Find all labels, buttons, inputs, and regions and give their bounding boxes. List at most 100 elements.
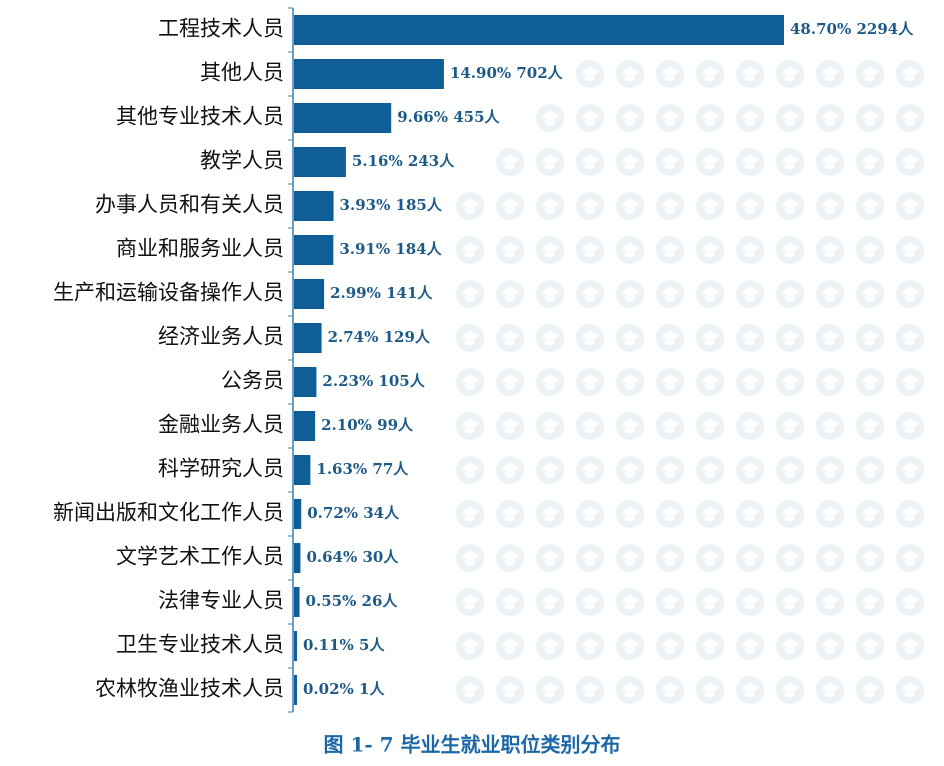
icon-cap — [621, 375, 639, 390]
cap-icon — [896, 368, 924, 396]
value-label: 0.72% 34人 — [307, 504, 400, 522]
cap-icon — [696, 192, 724, 220]
cap-icon — [616, 456, 644, 484]
icon-cap — [861, 375, 879, 390]
cap-icon — [696, 456, 724, 484]
icon-cap — [741, 243, 759, 258]
cap-icon — [496, 368, 524, 396]
icon-cap — [821, 111, 839, 126]
value-label: 14.90% 702人 — [450, 64, 564, 82]
cap-icon — [856, 588, 884, 616]
cap-icon — [696, 588, 724, 616]
icon-cap — [741, 67, 759, 82]
icon-cap — [781, 595, 799, 610]
cap-icon — [896, 632, 924, 660]
cap-icon — [456, 236, 484, 264]
icon-cap — [541, 331, 559, 346]
chart-caption: 图 1- 7 毕业生就业职位类别分布 — [323, 733, 620, 757]
cap-icon — [696, 368, 724, 396]
icon-cap — [581, 155, 599, 170]
icon-cap — [501, 463, 519, 478]
icon-cap — [501, 287, 519, 302]
icon-cap — [701, 155, 719, 170]
cap-icon — [776, 544, 804, 572]
cap-icon — [496, 148, 524, 176]
icon-cap — [541, 639, 559, 654]
cap-icon — [776, 500, 804, 528]
cap-icon — [736, 324, 764, 352]
category-label: 生产和运输设备操作人员 — [53, 281, 284, 305]
category-label: 卫生专业技术人员 — [116, 633, 284, 657]
cap-icon — [656, 148, 684, 176]
icon-cap — [861, 331, 879, 346]
icon-cap — [501, 419, 519, 434]
cap-icon — [576, 148, 604, 176]
icon-cap — [621, 331, 639, 346]
cap-icon — [456, 676, 484, 704]
category-label: 法律专业人员 — [158, 589, 284, 613]
cap-icon — [776, 148, 804, 176]
icon-cap — [661, 67, 679, 82]
icon-cap — [901, 199, 919, 214]
cap-icon — [736, 236, 764, 264]
icon-cap — [541, 551, 559, 566]
cap-icon — [616, 588, 644, 616]
category-label: 公务员 — [221, 369, 284, 393]
icon-cap — [861, 507, 879, 522]
value-label: 5.16% 243人 — [352, 152, 455, 170]
icon-cap — [701, 639, 719, 654]
cap-icon — [656, 456, 684, 484]
cap-icon — [616, 632, 644, 660]
value-label: 2.74% 129人 — [328, 328, 431, 346]
icon-cap — [661, 111, 679, 126]
cap-icon — [616, 544, 644, 572]
cap-icon — [656, 588, 684, 616]
cap-icon — [816, 588, 844, 616]
cap-icon — [816, 324, 844, 352]
icon-cap — [781, 375, 799, 390]
icon-cap — [581, 419, 599, 434]
icon-cap — [621, 507, 639, 522]
icon-cap — [461, 463, 479, 478]
bar — [294, 455, 311, 485]
icon-cap — [461, 507, 479, 522]
cap-icon — [616, 104, 644, 132]
cap-icon — [816, 236, 844, 264]
cap-icon — [776, 456, 804, 484]
icon-cap — [581, 331, 599, 346]
icon-cap — [501, 507, 519, 522]
cap-icon — [616, 500, 644, 528]
icon-cap — [621, 243, 639, 258]
cap-icon — [736, 192, 764, 220]
icon-cap — [581, 551, 599, 566]
cap-icon — [656, 280, 684, 308]
cap-icon — [816, 412, 844, 440]
icon-cap — [461, 243, 479, 258]
cap-icon — [776, 412, 804, 440]
value-label: 2.23% 105人 — [322, 372, 425, 390]
bar — [294, 147, 346, 177]
cap-icon — [896, 456, 924, 484]
cap-icon — [616, 192, 644, 220]
bar — [294, 279, 325, 309]
icon-cap — [701, 507, 719, 522]
icon-cap — [861, 111, 879, 126]
icon-cap — [781, 287, 799, 302]
icon-cap — [741, 551, 759, 566]
icon-cap — [661, 155, 679, 170]
bar — [294, 631, 297, 661]
cap-icon — [496, 544, 524, 572]
icon-cap — [701, 111, 719, 126]
icon-cap — [821, 155, 839, 170]
cap-icon — [536, 236, 564, 264]
cap-icon — [616, 676, 644, 704]
cap-icon — [896, 236, 924, 264]
cap-icon — [616, 148, 644, 176]
cap-icon — [496, 324, 524, 352]
icon-cap — [701, 287, 719, 302]
cap-icon — [776, 236, 804, 264]
icon-cap — [581, 111, 599, 126]
cap-icon — [576, 676, 604, 704]
icon-cap — [621, 111, 639, 126]
